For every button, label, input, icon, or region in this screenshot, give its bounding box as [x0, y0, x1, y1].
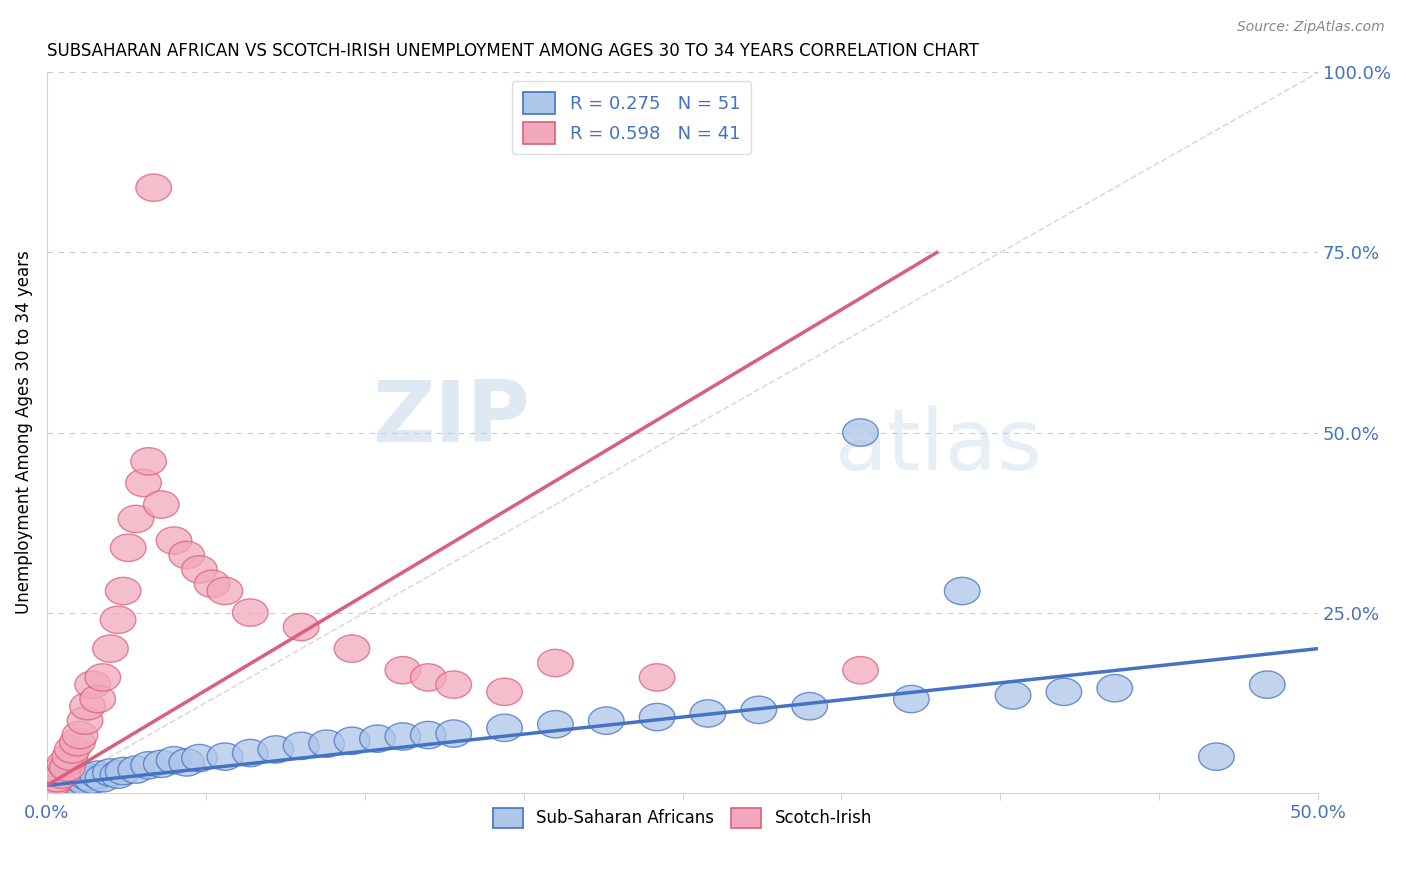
Ellipse shape: [792, 692, 828, 720]
Ellipse shape: [1199, 743, 1234, 771]
Ellipse shape: [42, 774, 77, 802]
Ellipse shape: [436, 671, 471, 698]
Ellipse shape: [49, 768, 84, 796]
Ellipse shape: [34, 772, 70, 799]
Ellipse shape: [284, 614, 319, 640]
Ellipse shape: [55, 736, 90, 764]
Ellipse shape: [194, 570, 231, 598]
Ellipse shape: [84, 664, 121, 691]
Ellipse shape: [640, 664, 675, 691]
Ellipse shape: [640, 704, 675, 731]
Ellipse shape: [309, 730, 344, 757]
Ellipse shape: [169, 541, 204, 569]
Legend: Sub-Saharan Africans, Scotch-Irish: Sub-Saharan Africans, Scotch-Irish: [486, 801, 879, 835]
Ellipse shape: [131, 752, 166, 779]
Ellipse shape: [125, 469, 162, 497]
Ellipse shape: [945, 577, 980, 605]
Ellipse shape: [360, 725, 395, 752]
Ellipse shape: [45, 761, 80, 789]
Ellipse shape: [257, 736, 294, 764]
Ellipse shape: [55, 766, 90, 793]
Ellipse shape: [284, 732, 319, 759]
Text: Source: ZipAtlas.com: Source: ZipAtlas.com: [1237, 20, 1385, 34]
Ellipse shape: [143, 750, 179, 778]
Ellipse shape: [207, 577, 243, 605]
Ellipse shape: [62, 764, 98, 792]
Ellipse shape: [52, 743, 87, 771]
Ellipse shape: [385, 723, 420, 750]
Ellipse shape: [1046, 678, 1081, 706]
Ellipse shape: [31, 775, 67, 803]
Ellipse shape: [118, 505, 153, 533]
Ellipse shape: [181, 556, 218, 583]
Ellipse shape: [46, 750, 83, 778]
Ellipse shape: [131, 448, 166, 475]
Ellipse shape: [67, 707, 103, 734]
Ellipse shape: [156, 527, 191, 554]
Ellipse shape: [45, 771, 80, 797]
Ellipse shape: [1250, 671, 1285, 698]
Ellipse shape: [42, 757, 77, 785]
Ellipse shape: [537, 649, 574, 677]
Text: SUBSAHARAN AFRICAN VS SCOTCH-IRISH UNEMPLOYMENT AMONG AGES 30 TO 34 YEARS CORREL: SUBSAHARAN AFRICAN VS SCOTCH-IRISH UNEMP…: [46, 42, 979, 60]
Ellipse shape: [335, 635, 370, 662]
Ellipse shape: [75, 766, 111, 793]
Ellipse shape: [49, 754, 84, 781]
Ellipse shape: [411, 722, 446, 748]
Ellipse shape: [59, 729, 96, 756]
Ellipse shape: [1097, 674, 1133, 702]
Ellipse shape: [105, 757, 141, 785]
Ellipse shape: [335, 727, 370, 755]
Ellipse shape: [34, 773, 70, 801]
Ellipse shape: [75, 671, 111, 698]
Ellipse shape: [70, 692, 105, 720]
Ellipse shape: [111, 534, 146, 561]
Ellipse shape: [52, 772, 87, 799]
Ellipse shape: [37, 776, 72, 804]
Ellipse shape: [411, 664, 446, 691]
Ellipse shape: [70, 764, 105, 790]
Ellipse shape: [156, 747, 191, 774]
Ellipse shape: [143, 491, 179, 518]
Ellipse shape: [232, 599, 269, 626]
Ellipse shape: [39, 772, 75, 799]
Ellipse shape: [690, 699, 725, 727]
Ellipse shape: [31, 775, 67, 803]
Ellipse shape: [486, 678, 523, 706]
Ellipse shape: [105, 577, 141, 605]
Ellipse shape: [100, 607, 136, 633]
Ellipse shape: [93, 635, 128, 662]
Ellipse shape: [136, 174, 172, 202]
Ellipse shape: [100, 761, 136, 789]
Ellipse shape: [842, 419, 879, 446]
Ellipse shape: [67, 768, 103, 796]
Ellipse shape: [232, 739, 269, 767]
Text: atlas: atlas: [835, 406, 1043, 489]
Ellipse shape: [894, 685, 929, 713]
Ellipse shape: [995, 681, 1031, 709]
Ellipse shape: [181, 745, 218, 772]
Ellipse shape: [436, 720, 471, 747]
Ellipse shape: [80, 761, 115, 789]
Y-axis label: Unemployment Among Ages 30 to 34 years: Unemployment Among Ages 30 to 34 years: [15, 251, 32, 615]
Ellipse shape: [741, 696, 776, 723]
Ellipse shape: [589, 707, 624, 734]
Ellipse shape: [842, 657, 879, 684]
Ellipse shape: [207, 743, 243, 771]
Ellipse shape: [59, 771, 96, 797]
Ellipse shape: [37, 768, 72, 796]
Ellipse shape: [93, 759, 128, 786]
Ellipse shape: [62, 722, 98, 748]
Ellipse shape: [39, 764, 75, 792]
Ellipse shape: [385, 657, 420, 684]
Ellipse shape: [46, 773, 83, 801]
Ellipse shape: [80, 685, 115, 713]
Ellipse shape: [118, 756, 153, 783]
Ellipse shape: [537, 711, 574, 738]
Ellipse shape: [169, 748, 204, 776]
Ellipse shape: [84, 764, 121, 792]
Text: ZIP: ZIP: [373, 376, 530, 459]
Ellipse shape: [486, 714, 523, 741]
